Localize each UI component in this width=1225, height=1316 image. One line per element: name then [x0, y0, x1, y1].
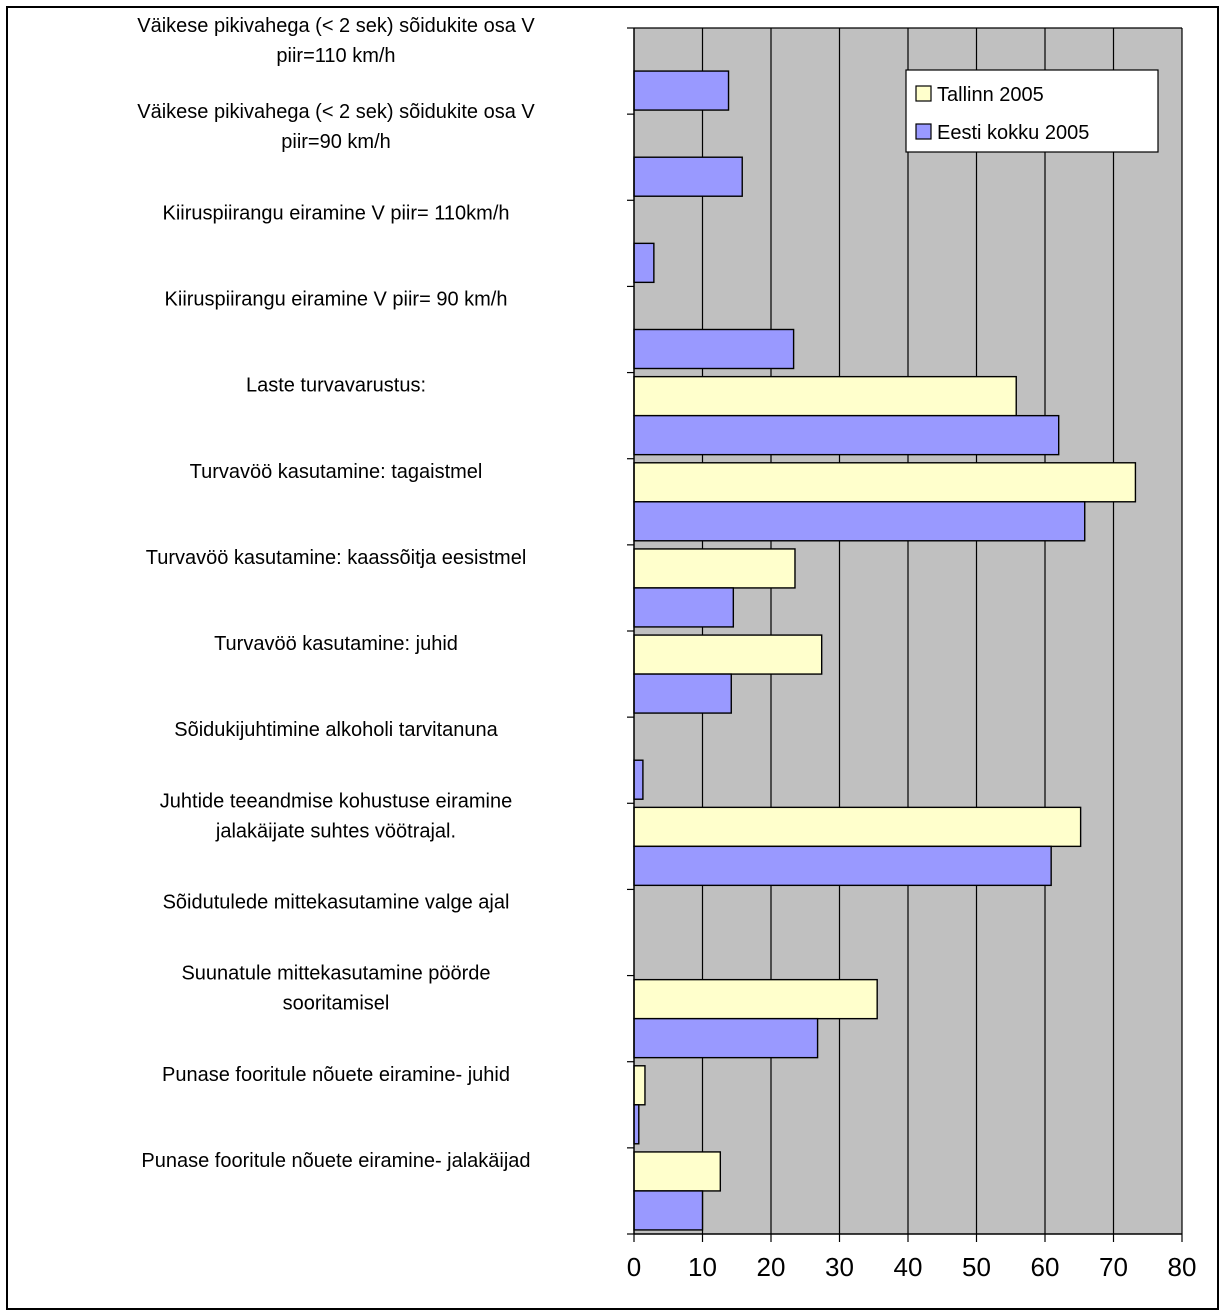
category-label: Turvavöö kasutamine: juhid: [214, 633, 458, 655]
category-label: Kiiruspiirangu eiramine V piir= 90 km/h: [165, 289, 508, 311]
legend-swatch: [915, 123, 932, 140]
category-labels: Väikese pikivahega (< 2 sek) sõidukite o…: [137, 15, 535, 1172]
bar-tallinn: [633, 462, 1137, 503]
category-label: Juhtide teeandmise kohustuse eiramine jal…: [160, 790, 512, 842]
bar-tallinn: [633, 548, 796, 589]
category-label: Väikese pikivahega (< 2 sek) sõidukite o…: [137, 15, 535, 67]
legend-box: [905, 69, 1159, 153]
x-tick-label: 30: [825, 1252, 854, 1282]
x-tick-label: 20: [757, 1252, 786, 1282]
x-axis-ticks: 0 10 20 30 40 50 60 70 80: [627, 1234, 1197, 1282]
bar-eesti: [633, 328, 795, 370]
legend: Tallinn 2005 Eesti kokku 2005: [905, 69, 1159, 153]
category-label: Sõidutulede mittekasutamine valge ajal: [163, 892, 510, 914]
bar-tallinn: [633, 806, 1082, 848]
bar-tallinn: [633, 978, 878, 1020]
bar-eesti: [633, 587, 735, 628]
category-label: Kiiruspiirangu eiramine V piir= 110km/h: [162, 202, 509, 224]
bar-tallinn: [633, 634, 823, 675]
bar-eesti: [633, 242, 655, 284]
x-tick-label: 70: [1099, 1252, 1128, 1282]
bar-tallinn: [633, 375, 1017, 417]
bar-eesti: [633, 1017, 819, 1059]
x-tick-label: 40: [894, 1252, 923, 1282]
bar-eesti: [633, 70, 730, 111]
legend-label: Eesti kokku 2005: [937, 122, 1089, 144]
category-label: Väikese pikivahega (< 2 sek) sõidukite o…: [137, 101, 535, 153]
bar-eesti: [633, 156, 743, 197]
bar-eesti: [633, 501, 1086, 542]
category-label: Suunatule mittekasutamine pöörde sooritam…: [181, 963, 490, 1015]
x-tick-label: 80: [1168, 1252, 1197, 1282]
plot-area: [627, 27, 1183, 1235]
category-label: Turvavöö kasutamine: tagaistmel: [190, 461, 483, 483]
x-tick-label: 0: [627, 1252, 641, 1282]
x-tick-label: 60: [1031, 1252, 1060, 1282]
bar-eesti: [633, 414, 1060, 456]
category-label: Turvavöö kasutamine: kaassõitja eesistme…: [146, 547, 527, 569]
category-label: Punase fooritule nõuete eiramine- jalakä…: [141, 1150, 530, 1172]
category-label: Laste turvavarustus:: [246, 375, 426, 397]
bar-eesti: [633, 845, 1052, 887]
bar-tallinn: [633, 1065, 646, 1106]
bar-eesti: [633, 759, 644, 800]
x-tick-label: 50: [962, 1252, 991, 1282]
category-label: Punase fooritule nõuete eiramine- juhid: [162, 1064, 510, 1086]
legend-label: Tallinn 2005: [937, 84, 1044, 106]
legend-swatch: [915, 85, 932, 102]
category-label: Sõidukijuhtimine alkoholi tarvitanuna: [174, 719, 498, 741]
bar-eesti: [633, 673, 732, 714]
x-tick-label: 10: [688, 1252, 717, 1282]
bar-tallinn: [633, 1151, 722, 1192]
bar-eesti: [633, 1190, 704, 1231]
